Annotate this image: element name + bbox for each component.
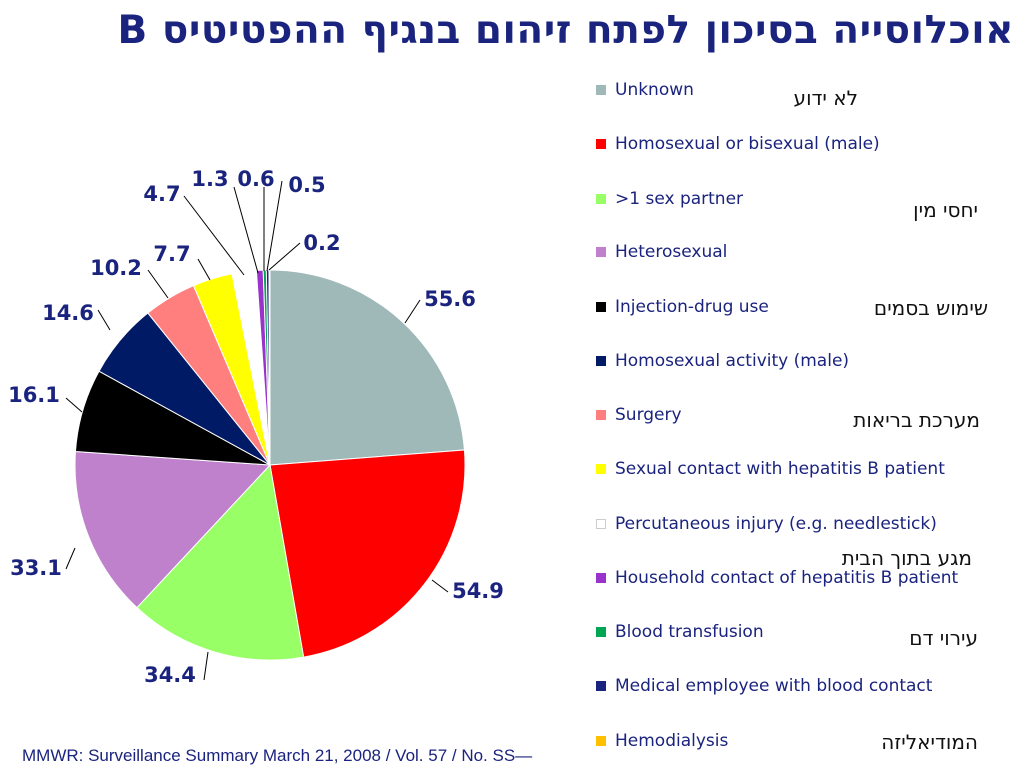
legend-item: Unknown — [596, 79, 694, 101]
legend-swatch — [596, 194, 606, 204]
legend-item: Sexual contact with hepatitis B patient — [596, 458, 945, 480]
leader-line — [97, 309, 111, 331]
legend-swatch — [596, 410, 606, 420]
leader-line — [233, 186, 259, 274]
pie-slice — [269, 269, 465, 466]
data-label: 0.6 — [237, 167, 274, 191]
data-label: 1.3 — [191, 167, 228, 191]
legend-swatch — [596, 519, 606, 529]
data-label: 10.2 — [90, 256, 142, 280]
note-sex: יחסי מין — [913, 198, 978, 222]
page-title: אוכלוסייה בסיכון לפתח זיהום בנגיף ההפטיט… — [117, 8, 1014, 53]
legend-swatch — [596, 736, 606, 746]
data-label: 14.6 — [42, 301, 94, 325]
pie-slice — [74, 450, 272, 609]
data-label: 0.5 — [288, 173, 325, 197]
note-household: מגע בתוך הבית — [841, 546, 972, 570]
legend-swatch — [596, 302, 606, 312]
legend-swatch — [596, 247, 606, 257]
legend-label: Percutaneous injury (e.g. needlestick) — [615, 514, 937, 534]
legend-swatch — [596, 464, 606, 474]
data-label: 34.4 — [144, 663, 196, 687]
legend-label: >1 sex partner — [615, 189, 744, 209]
legend-item: Heterosexual — [596, 241, 727, 263]
leader-line — [197, 258, 211, 281]
note-health: מערכת בריאות — [853, 408, 980, 432]
data-label: 16.1 — [8, 383, 60, 407]
legend-swatch — [596, 85, 606, 95]
legend-label: Hemodialysis — [615, 731, 729, 751]
leader-line — [65, 397, 83, 413]
legend-swatch — [596, 627, 606, 637]
legend-label: Injection-drug use — [615, 297, 769, 317]
data-label: 55.6 — [424, 287, 476, 311]
pie-slice — [269, 449, 466, 658]
leader-line — [147, 269, 169, 299]
legend-label: Surgery — [615, 405, 682, 425]
legend-label: Homosexual or bisexual (male) — [615, 134, 880, 154]
legend-swatch — [596, 139, 606, 149]
legend-item: Medical employee with blood contact — [596, 675, 932, 697]
note-blood: עירוי דם — [909, 626, 978, 650]
legend-label: Blood transfusion — [615, 622, 764, 642]
legend-label: Unknown — [615, 80, 694, 100]
leader-line — [404, 299, 421, 324]
legend-item: Percutaneous injury (e.g. needlestick) — [596, 513, 937, 535]
data-label: 7.7 — [153, 242, 190, 266]
data-label: 4.7 — [143, 182, 180, 206]
data-label: 33.1 — [10, 556, 62, 580]
note-unknown: לא ידוע — [793, 86, 858, 110]
legend-swatch — [596, 681, 606, 691]
note-drugs: שימוש בסמים — [873, 296, 988, 320]
legend-label: Medical employee with blood contact — [615, 676, 933, 696]
leader-line — [183, 195, 245, 276]
legend-item: Surgery — [596, 404, 682, 426]
legend-swatch — [596, 573, 606, 583]
source-citation: MMWR: Surveillance Summary March 21, 200… — [22, 746, 533, 765]
legend-item: Homosexual activity (male) — [596, 350, 849, 372]
legend-swatch — [596, 356, 606, 366]
note-dialysis: המודיאליזה — [881, 730, 978, 754]
leader-line — [431, 579, 449, 593]
legend-item: Homosexual or bisexual (male) — [596, 133, 880, 155]
data-label: 54.9 — [452, 579, 504, 603]
legend-label: Heterosexual — [615, 242, 728, 262]
legend-label: Household contact of hepatitis B patient — [615, 568, 959, 588]
legend-label: Homosexual activity (male) — [615, 351, 850, 371]
legend-item: Household contact of hepatitis B patient — [596, 567, 958, 589]
legend-item: Injection-drug use — [596, 296, 769, 318]
leader-line — [266, 180, 283, 272]
legend-item: Blood transfusion — [596, 621, 764, 643]
data-label: 0.2 — [303, 231, 340, 255]
legend-item: >1 sex partner — [596, 188, 743, 210]
legend-item: Hemodialysis — [596, 730, 728, 752]
leader-line — [65, 547, 76, 570]
leader-line — [268, 242, 301, 271]
leader-line — [203, 651, 209, 681]
pie-slice — [136, 463, 305, 661]
legend-label: Sexual contact with hepatitis B patient — [615, 459, 945, 479]
